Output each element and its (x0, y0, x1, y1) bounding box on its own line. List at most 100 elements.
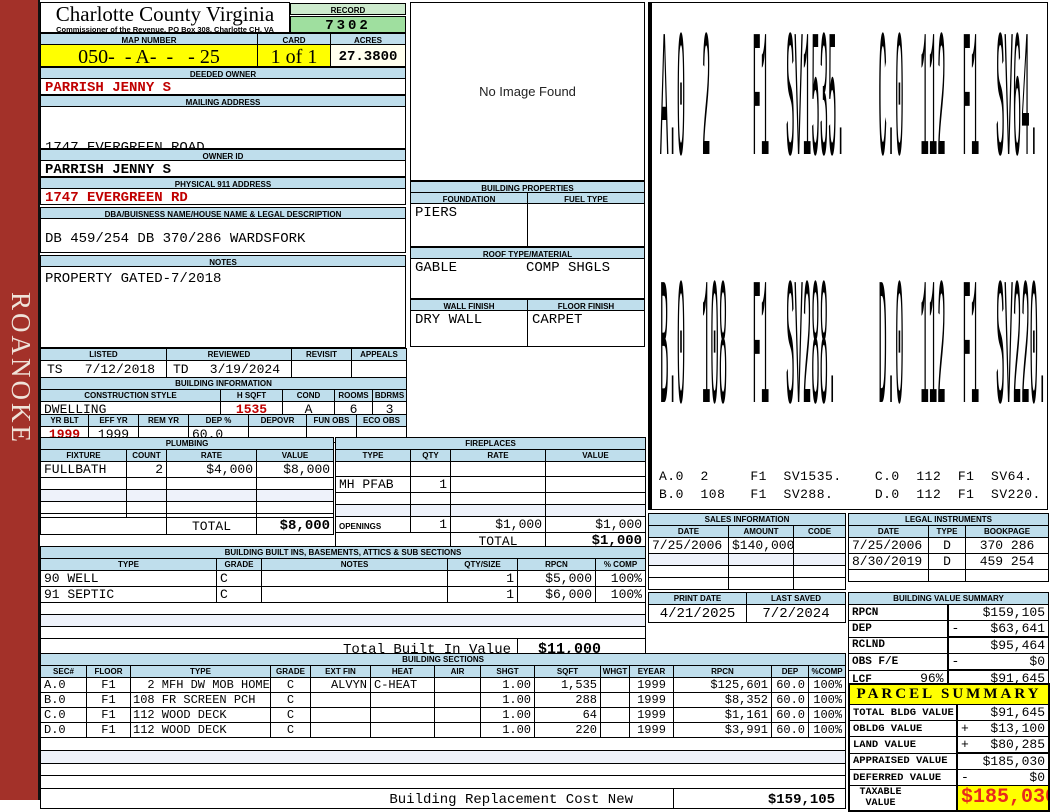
ps-label: LAND VALUE (848, 736, 958, 754)
bs-col-heat: HEAT (370, 665, 435, 678)
built-in-qty: 1 (447, 586, 518, 603)
dba-value: DB 459/254 DB 370/286 WARDSFORK (40, 218, 406, 253)
bs-shgt: 1.00 (480, 707, 535, 723)
vs-value-cell: - $63,641 (946, 620, 1050, 638)
photo-box: No Image Found (410, 2, 645, 181)
sale-amount: $140,000 (728, 537, 794, 554)
built-ins-col-comp: % COMP (595, 558, 646, 571)
sale-code (792, 537, 847, 554)
foundation-value: PIERS (410, 203, 528, 247)
fireplaces-total-value: $1,000 (544, 532, 647, 550)
bs-col-eyear: EYEAR (629, 665, 674, 678)
legal-col-date: DATE (848, 525, 929, 538)
yrblt-label: YR BLT (40, 414, 89, 427)
construction-style-label: CONSTRUCTION STYLE (40, 389, 221, 402)
built-in-grade: C (216, 586, 262, 603)
ps-label: DEFERRED VALUE (848, 769, 958, 786)
print-date-label: PRINT DATE (648, 592, 747, 605)
plumbing-col-fixture: FIXTURE (40, 449, 127, 462)
bs-sqft: 64 (534, 707, 601, 723)
value-summary-row: RCLND $95,464 (848, 636, 1050, 654)
print-date-value: 4/21/2025 (648, 604, 747, 623)
bs-heat (370, 722, 435, 738)
bs-col-type: TYPE (130, 665, 271, 678)
bs-sec: B.0 (40, 692, 87, 708)
built-in-rpcn: $5,000 (517, 570, 596, 587)
revisit-value (291, 360, 352, 379)
bs-sqft: 220 (534, 722, 601, 738)
card-value: 1 of 1 (257, 44, 331, 67)
bs-air (434, 677, 481, 693)
ps-value: $185,030 (982, 754, 1046, 769)
no-image-placeholder: No Image Found (479, 84, 576, 99)
bs-type: 112 WOOD DECK (130, 707, 271, 723)
funobs-label: FUN OBS (306, 414, 357, 427)
built-in-grade: C (216, 570, 262, 587)
bs-col-floor: FLOOR (86, 665, 131, 678)
sales-col-code: CODE (792, 525, 847, 538)
built-in-type: 91 SEPTIC (40, 586, 217, 603)
built-ins-col-notes: NOTES (261, 558, 448, 571)
bs-col-extfin: EXT FIN (310, 665, 371, 678)
physical-address-value: 1747 EVERGREEN RD (40, 188, 406, 205)
bs-sqft: 1,535 (534, 677, 601, 693)
parcel-summary-table: PARCEL SUMMARY TOTAL BLDG VALUE $91,645 … (848, 683, 1050, 812)
built-in-notes (261, 570, 448, 587)
sale-date: 7/25/2006 (648, 537, 729, 554)
fireplace-rate (450, 476, 546, 493)
acres-value: 27.3800 (330, 44, 406, 67)
value-summary-row: LCF 96% $91,645 (848, 669, 1050, 687)
bs-grade: C (270, 692, 311, 708)
bs-type: 108 FR SCREEN PCH (130, 692, 271, 708)
bs-heat (370, 692, 435, 708)
plumbing-row: FULLBATH 2 $4,000 $8,000 (40, 461, 335, 478)
map-number-value: 050- - A- - - 25 (40, 44, 258, 67)
openings-qty: 1 (410, 516, 451, 533)
bs-floor: F1 (86, 707, 131, 723)
built-in-rpcn: $6,000 (517, 586, 596, 603)
listed-code: TS (47, 362, 63, 377)
bs-floor: F1 (86, 677, 131, 693)
bs-col-rpcn: RPCN (673, 665, 772, 678)
plumbing-empty-row (40, 477, 335, 490)
vs-value: $95,464 (990, 638, 1046, 653)
sketch-legend-line: B.0 108 F1 SV288. D.0 112 F1 SV220. (659, 487, 1041, 502)
review-table: LISTED REVIEWED REVISIT APPEALS TS 7/12/2… (40, 348, 407, 379)
vs-label: OBS F/E (848, 653, 948, 671)
fireplaces-col-value: VALUE (544, 449, 647, 462)
bs-comp: 100% (807, 707, 847, 723)
ps-value-cell: - $0 (955, 769, 1050, 786)
parcel-summary-row: APPRAISED VALUE $185,030 (848, 752, 1050, 770)
ps-value: $13,100 (990, 721, 1046, 736)
built-in-notes (261, 586, 448, 603)
fireplaces-total-row: TOTAL $1,000 (335, 532, 647, 550)
bs-comp: 100% (807, 722, 847, 738)
bs-col-shgt: SHGT (480, 665, 535, 678)
vs-value-cell: - $0 (946, 653, 1050, 671)
reviewed-label: REVIEWED (166, 348, 292, 361)
building-info-table: BUILDING INFORMATION CONSTRUCTION STYLE … (40, 377, 407, 418)
sales-empty-row (648, 553, 847, 566)
jurisdiction-watermark: ROANOKE (6, 292, 36, 445)
sketch-stretched-line: B.0 108 F1 SV288. D.0 112 F1 SV220. (660, 259, 1047, 467)
taxable-value: $185,030 (955, 785, 1050, 811)
appeals-value (351, 360, 407, 379)
fireplaces-row: MH PFAB 1 (335, 476, 647, 493)
bs-col-sqft: SQFT (534, 665, 601, 678)
bs-comp: 100% (807, 692, 847, 708)
bs-rpcn: $125,601 (673, 677, 772, 693)
bs-extfin (310, 692, 371, 708)
vs-label: RCLND (848, 636, 948, 654)
plumbing-rate: $4,000 (166, 461, 257, 478)
ps-sign: + (961, 721, 969, 736)
vs-value: $63,641 (990, 621, 1046, 636)
reviewed-code: TD (173, 362, 189, 377)
bs-sec: A.0 (40, 677, 87, 693)
county-name: Charlotte County Virginia (55, 2, 275, 26)
ps-sign: + (961, 737, 969, 752)
building-info-banner: BUILDING INFORMATION (40, 377, 407, 390)
bs-heat (370, 707, 435, 723)
fireplace-value (544, 476, 647, 493)
sales-col-amount: AMOUNT (728, 525, 794, 538)
bs-whgt (600, 707, 630, 723)
